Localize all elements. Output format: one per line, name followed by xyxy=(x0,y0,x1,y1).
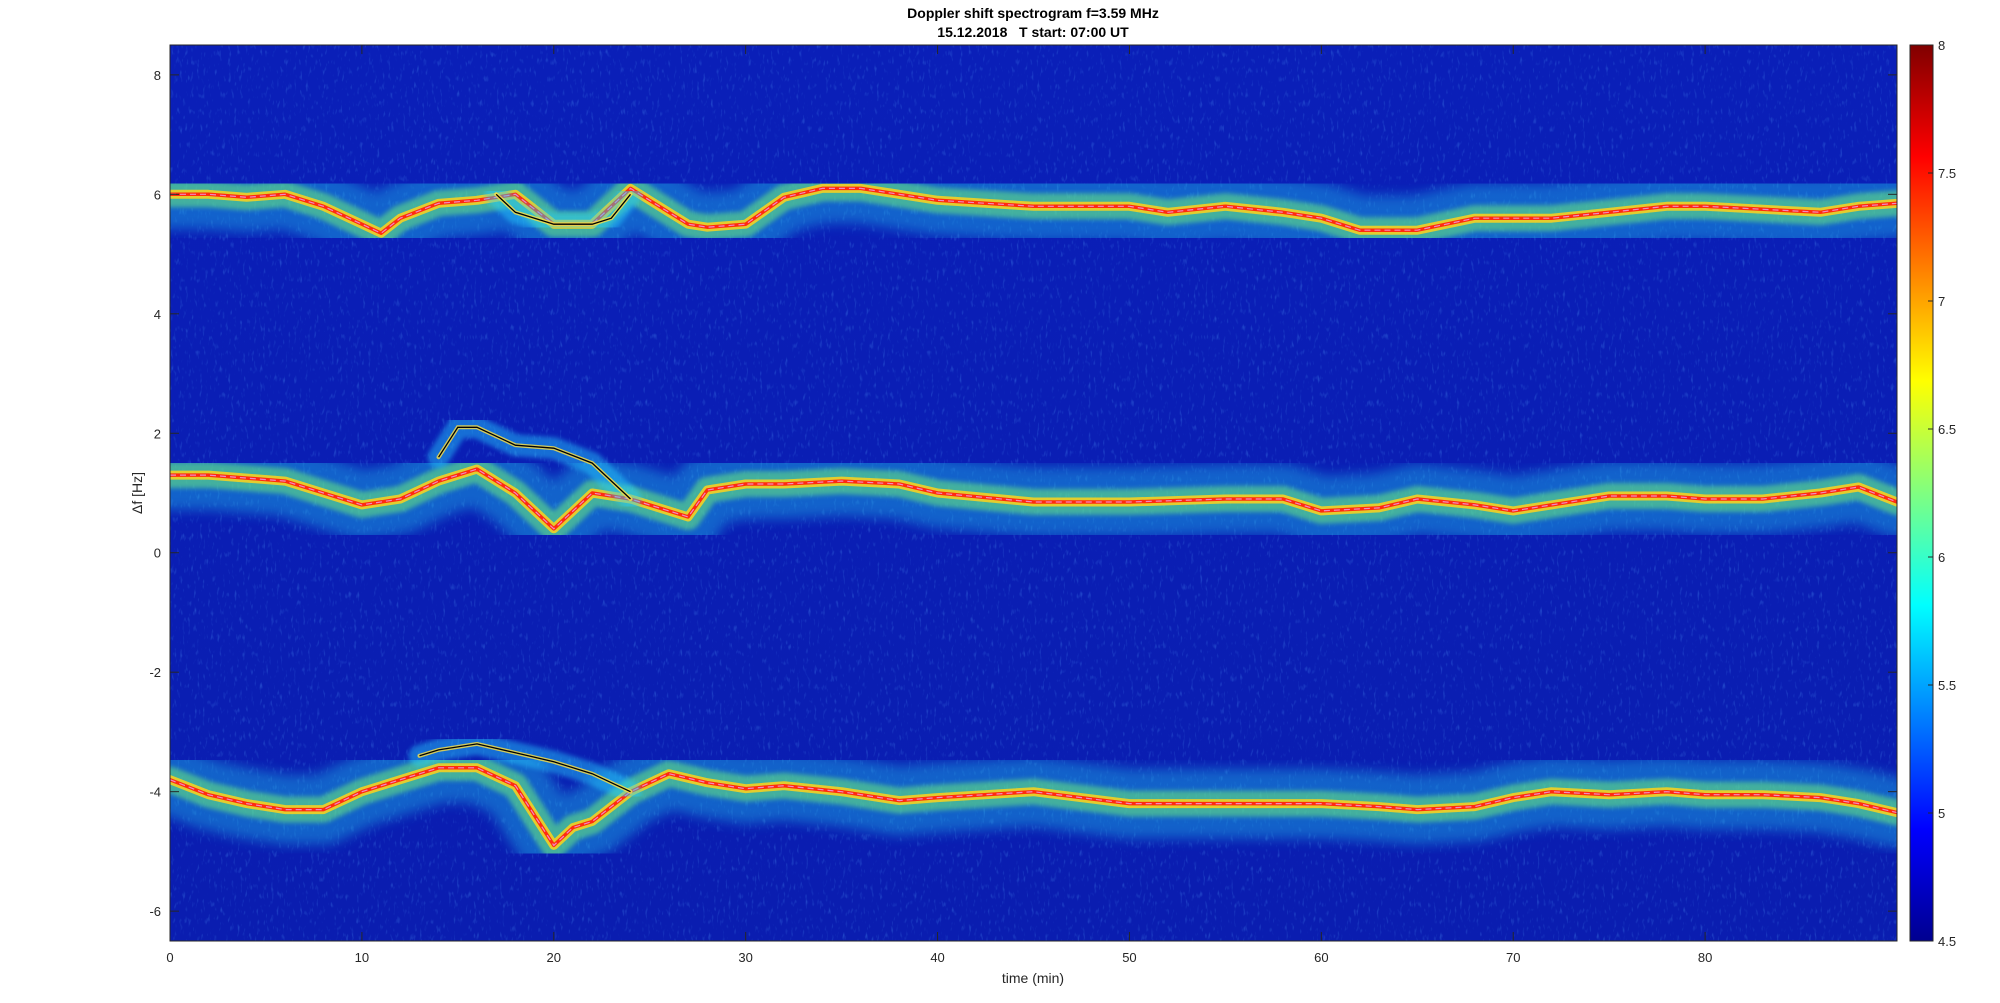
x-axis-label: time (min) xyxy=(1002,970,1064,986)
colorbar-tick-label: 6.5 xyxy=(1938,422,1956,437)
y-tick-label: 8 xyxy=(154,68,161,83)
colorbar xyxy=(1909,44,1934,942)
x-tick-label: 20 xyxy=(547,950,561,965)
y-tick-label: -4 xyxy=(149,785,161,800)
secondary-trace-1-line xyxy=(438,426,631,500)
series-3-fit xyxy=(170,767,1897,847)
x-axis-ticks: 0 10 20 30 40 50 60 70 80 xyxy=(166,45,1712,965)
y-axis-ticks: -6 -4 -2 0 2 4 6 8 xyxy=(149,68,1897,919)
y-tick-label: -6 xyxy=(149,904,161,919)
secondary-trace-3-line xyxy=(495,193,632,225)
colorbar-tick-label: 5.5 xyxy=(1938,678,1956,693)
colorbar-ticks: 4.5 5 5.5 6 6.5 7 7.5 8 xyxy=(1928,38,1956,949)
colorbar-tick-label: 8 xyxy=(1938,38,1945,53)
y-tick-label: 6 xyxy=(154,187,161,202)
x-tick-label: 80 xyxy=(1698,950,1712,965)
colorbar-tick-label: 6 xyxy=(1938,550,1945,565)
chart-title: Doppler shift spectrogram f=3.59 MHz xyxy=(907,5,1159,21)
plot-frame xyxy=(169,44,1898,942)
series-1-fit xyxy=(170,187,1897,234)
series-2-fit xyxy=(170,468,1897,530)
colorbar-tick-label: 7 xyxy=(1938,294,1945,309)
x-tick-label: 0 xyxy=(166,950,173,965)
y-axis-label: Δf [Hz] xyxy=(129,472,145,514)
y-tick-label: 4 xyxy=(154,307,161,322)
y-tick-label: -2 xyxy=(149,665,161,680)
x-tick-label: 50 xyxy=(1122,950,1136,965)
x-tick-label: 10 xyxy=(355,950,369,965)
doppler-traces xyxy=(170,153,1897,881)
colorbar-tick-label: 5 xyxy=(1938,806,1945,821)
colorbar-tick-label: 7.5 xyxy=(1938,166,1956,181)
y-tick-label: 0 xyxy=(154,546,161,561)
secondary-trace-2-line xyxy=(419,743,631,793)
colorbar-tick-label: 4.5 xyxy=(1938,934,1956,949)
x-tick-label: 30 xyxy=(738,950,752,965)
x-tick-label: 60 xyxy=(1314,950,1328,965)
x-tick-label: 70 xyxy=(1506,950,1520,965)
y-tick-label: 2 xyxy=(154,426,161,441)
chart-subtitle: 15.12.2018 T start: 07:00 UT xyxy=(937,24,1129,40)
x-tick-label: 40 xyxy=(930,950,944,965)
